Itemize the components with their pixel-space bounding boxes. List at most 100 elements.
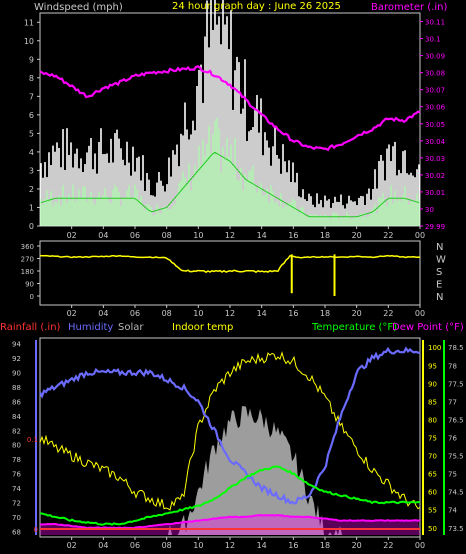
- indoor-tick-label: 90: [428, 380, 437, 388]
- compass-point-label: E: [436, 280, 442, 291]
- temperature-tick-label: 77.5: [448, 380, 464, 388]
- direction-x-ticks: 02 04 06 08 10 12 14 16 18 20 22 00: [67, 305, 425, 318]
- direction-x-tick-label: 02: [67, 309, 77, 318]
- solar-area: [40, 406, 420, 535]
- wind-tick-label: 6: [29, 111, 34, 120]
- humidity-tick-label: 68: [12, 528, 21, 536]
- indoor-axis-ticks: 50 55 60 65 70 75 80 85 90 95 100: [422, 340, 441, 535]
- direction-x-tick-label: 18: [320, 309, 330, 318]
- direction-x-tick-label: 16: [288, 309, 298, 318]
- temperature-x-tick-label: 12: [225, 541, 235, 550]
- temperature-tick-label: 73.5: [448, 525, 464, 533]
- indoor-tick-label: 100: [428, 344, 441, 352]
- wind-x-tick-label: 18: [320, 231, 330, 240]
- wind-x-tick-label: 12: [225, 231, 235, 240]
- barometer-tick-label: 30.09: [425, 53, 445, 61]
- compass-point-label: N: [436, 292, 443, 303]
- temperature-tick-label: 75: [448, 471, 457, 479]
- chart-title: 24 hour graph day : June 26 2025: [172, 1, 341, 12]
- legend-humidity: Humidity: [68, 322, 113, 333]
- humidity-tick-label: 90: [12, 370, 21, 378]
- wind-tick-label: 0: [29, 222, 34, 231]
- legend-indoor-temp: Indoor temp: [172, 322, 233, 333]
- barometer-tick-label: 30.07: [425, 87, 445, 95]
- humidity-tick-label: 72: [12, 500, 21, 508]
- compass-point-label: W: [436, 255, 446, 266]
- dewpoint-series-area: [40, 515, 420, 535]
- direction-x-tick-label: 22: [383, 309, 393, 318]
- temperature-x-tick-label: 04: [98, 541, 108, 550]
- temperature-line: [39, 465, 421, 526]
- barometer-tick-label: 30.03: [425, 155, 445, 163]
- temperature-tick-label: 76.5: [448, 416, 464, 424]
- wind-x-tick-label: 16: [288, 231, 298, 240]
- barometer-tick-label: 30.01: [425, 189, 445, 197]
- wind-x-tick-label: 22: [383, 231, 393, 240]
- temperature-x-ticks: 02 04 06 08 10 12 14 16 18 20 22 00: [67, 537, 425, 550]
- direction-tick-label: 270: [21, 256, 34, 264]
- indoor-tick-label: 60: [428, 489, 437, 497]
- humidity-tick-label: 92: [12, 355, 21, 363]
- wind-x-tick-label: 10: [193, 231, 203, 240]
- temperature-x-tick-label: 14: [257, 541, 267, 550]
- direction-x-tick-label: 00: [415, 309, 425, 318]
- barometer-tick-label: 30.04: [425, 138, 446, 146]
- barometer-tick-label: 30.1: [425, 36, 441, 44]
- gust-fill: [40, 117, 420, 226]
- compass-point-label: N: [436, 242, 443, 253]
- temperature-x-tick-label: 02: [67, 541, 77, 550]
- temperature-tick-label: 74: [448, 507, 457, 515]
- humidity-tick-label: 82: [12, 427, 21, 435]
- wind-x-tick-label: 04: [98, 231, 108, 240]
- temperature-x-tick-label: 18: [320, 541, 330, 550]
- barometer-tick-label: 30.08: [425, 70, 445, 78]
- temperature-x-tick-label: 00: [415, 541, 425, 550]
- wind-axis-ticks: 0 1 2 3 4 5 6 7 8 9 10 11: [24, 18, 40, 231]
- temperature-tick-label: 78: [448, 362, 457, 370]
- wind-bars: [40, 0, 420, 226]
- direction-x-tick-label: 08: [162, 309, 172, 318]
- wind-tick-label: 1: [29, 203, 34, 212]
- temperature-tick-label: 75.5: [448, 453, 464, 461]
- rain-tick-label: 0.1: [27, 436, 38, 444]
- indoor-tick-label: 70: [428, 453, 437, 461]
- wind-tick-label: 7: [29, 92, 34, 101]
- rain-tick-label: 0: [34, 526, 38, 534]
- barometer-tick-label: 30.05: [425, 121, 445, 129]
- series-lines: [39, 346, 421, 530]
- indoor-tick-label: 85: [428, 398, 437, 406]
- humidity-tick-label: 94: [12, 341, 21, 349]
- humidity-tick-label: 86: [12, 398, 21, 406]
- wind-x-tick-label: 00: [415, 231, 425, 240]
- indoor-tick-label: 50: [428, 525, 437, 533]
- direction-tick-label: 360: [21, 243, 34, 251]
- direction-x-tick-label: 20: [352, 309, 362, 318]
- humidity-tick-label: 88: [12, 384, 21, 392]
- temperature-tick-label: 76: [448, 435, 457, 443]
- barometer-tick-label: 30.06: [425, 104, 446, 112]
- humidity-tick-label: 78: [12, 456, 21, 464]
- legend-dew-point: Dew Point (°F): [392, 322, 464, 333]
- wind-x-tick-label: 06: [130, 231, 140, 240]
- direction-tick-label: 0: [30, 293, 34, 301]
- direction-tick-label: 180: [21, 268, 34, 276]
- dewpoint-area: [40, 515, 420, 535]
- humidity-tick-label: 76: [12, 471, 21, 479]
- temperature-x-tick-label: 20: [352, 541, 362, 550]
- direction-x-tick-label: 12: [225, 309, 235, 318]
- wind-tick-label: 4: [29, 148, 34, 157]
- solar-series-area: [40, 406, 420, 535]
- wind-average-line: [40, 151, 420, 218]
- humidity-line: [39, 346, 421, 505]
- humidity-tick-label: 70: [12, 514, 21, 522]
- humidity-axis-ticks: 68 70 72 74 76 78 80 82 84 86 88 90 92 94: [12, 340, 37, 536]
- temperature-x-tick-label: 06: [130, 541, 140, 550]
- wind-tick-label: 3: [29, 166, 34, 175]
- temperature-axis-ticks: 73.5 74 74.5 75 75.5 76 76.5 77 77.5 78 78.5: [443, 340, 464, 535]
- wind-tick-label: 8: [29, 74, 34, 83]
- temperature-x-tick-label: 16: [288, 541, 298, 550]
- temperature-tick-label: 78.5: [448, 344, 464, 352]
